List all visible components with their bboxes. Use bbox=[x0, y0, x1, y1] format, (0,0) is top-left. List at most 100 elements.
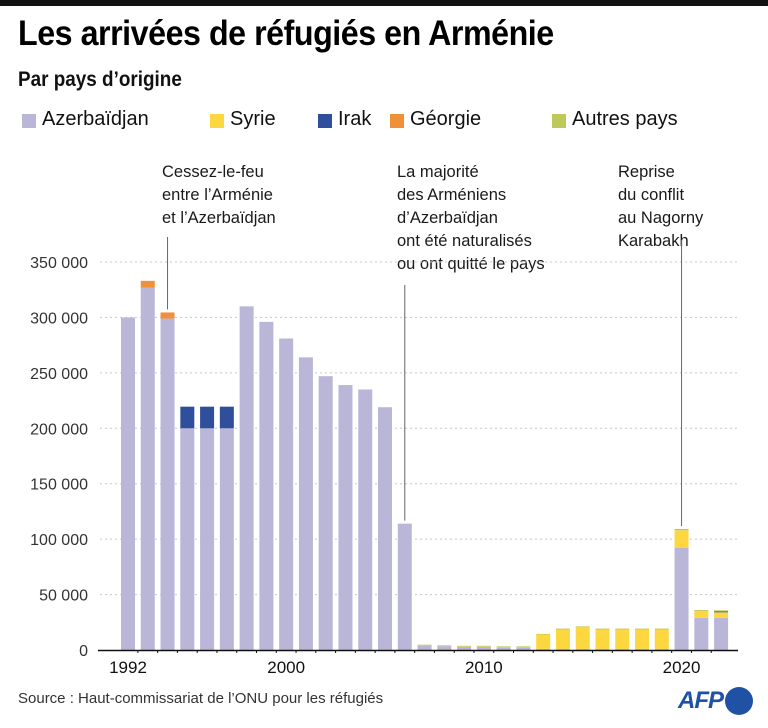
legend-swatch-azerbaidjan bbox=[22, 114, 36, 128]
afp-logo: AFP bbox=[678, 687, 753, 715]
bar-segment-azerba-djan bbox=[239, 306, 254, 650]
bar-segment-azerba-djan bbox=[595, 648, 610, 650]
x-axis-labels: 1992 2000 2010 2020 bbox=[109, 658, 700, 677]
y-tick-label: 200 000 bbox=[30, 421, 88, 438]
bar-segment-irak bbox=[200, 406, 215, 429]
annotation-naturalises: La majorité des Arméniens d’Azerbaïdjan … bbox=[397, 161, 545, 276]
bar-segment-azerba-djan bbox=[180, 428, 195, 650]
afp-logo-dot-icon bbox=[725, 687, 753, 715]
legend-label: Syrie bbox=[230, 108, 276, 130]
legend-swatch-irak bbox=[318, 114, 332, 128]
bar-segment-autres-pays bbox=[476, 645, 491, 647]
bars bbox=[121, 280, 729, 650]
bar-segment-azerba-djan bbox=[457, 646, 472, 650]
y-axis-labels: 0 50 000 100 000 150 000 200 000 250 000 300 0… bbox=[30, 255, 88, 660]
bar-segment-syrie bbox=[476, 646, 491, 647]
annotation-leaders bbox=[167, 237, 683, 526]
bar-segment-azerba-djan bbox=[714, 617, 729, 650]
bar-segment-syrie bbox=[417, 645, 432, 646]
bar-segment-azerba-djan bbox=[160, 318, 175, 650]
bar-segment-azerba-djan bbox=[219, 428, 234, 650]
annotation-line: d’Azerbaïdjan bbox=[397, 209, 498, 227]
annotation-line: au Nagorny bbox=[618, 209, 704, 227]
annotation-line: Karabakh bbox=[618, 232, 689, 250]
source-note: Source : Haut-commissariat de l’ONU pour… bbox=[18, 690, 384, 707]
bar-segment-azerba-djan bbox=[536, 648, 551, 650]
bar-segment-syrie bbox=[536, 634, 551, 649]
bar-segment-autres-pays bbox=[674, 528, 689, 531]
bar-segment-autres-pays bbox=[516, 646, 531, 647]
bar-segment-azerba-djan bbox=[378, 407, 393, 650]
bar-segment-syrie bbox=[615, 629, 630, 649]
bar-segment-syrie bbox=[714, 612, 729, 618]
bar-segment-syrie bbox=[516, 646, 531, 648]
bar-segment-azerba-djan bbox=[417, 645, 432, 650]
legend-item-autres-pays: Autres pays bbox=[552, 108, 678, 131]
y-tick-label: 50 000 bbox=[39, 588, 88, 605]
annotation-reprise-conflit: Reprise du conflit au Nagorny Karabakh bbox=[618, 161, 703, 253]
bar-segment-azerba-djan bbox=[259, 321, 274, 650]
bar-segment-syrie bbox=[674, 530, 689, 549]
annotation-line: La majorité bbox=[397, 163, 479, 181]
legend: Azerbaïdjan Syrie Irak Géorgie Autres pa… bbox=[22, 108, 762, 134]
legend-label: Azerbaïdjan bbox=[42, 108, 149, 130]
bar-segment-azerba-djan bbox=[200, 428, 215, 650]
top-rule bbox=[0, 0, 768, 6]
bar-segment-azerba-djan bbox=[516, 647, 531, 650]
bar-segment-azerba-djan bbox=[358, 389, 373, 650]
legend-item-irak: Irak bbox=[318, 108, 371, 131]
y-tick-label: 0 bbox=[79, 643, 88, 660]
bar-segment-autres-pays bbox=[555, 628, 570, 630]
bar-segment-autres-pays bbox=[654, 628, 669, 630]
bar-segment-syrie bbox=[555, 629, 570, 649]
legend-swatch-syrie bbox=[210, 114, 224, 128]
chart-title: Les arrivées de réfugiés en Arménie bbox=[18, 14, 554, 53]
annotation-line: des Arméniens bbox=[397, 186, 507, 204]
y-tick-label: 150 000 bbox=[30, 477, 88, 494]
annotation-line: Reprise bbox=[618, 163, 675, 181]
bar-segment-autres-pays bbox=[536, 633, 551, 635]
legend-label: Autres pays bbox=[572, 108, 678, 130]
bar-segment-azerba-djan bbox=[654, 648, 669, 650]
annotation-line: ou ont quitté le pays bbox=[397, 255, 545, 273]
y-tick-label: 250 000 bbox=[30, 366, 88, 383]
bar-segment-irak bbox=[714, 611, 729, 613]
bar-segment-autres-pays bbox=[496, 646, 511, 647]
bar-segment-autres-pays bbox=[595, 628, 610, 630]
bar-segment-azerba-djan bbox=[694, 617, 709, 650]
bar-segment-syrie bbox=[635, 629, 650, 649]
legend-item-georgie: Géorgie bbox=[390, 108, 481, 131]
x-tick-label: 2020 bbox=[663, 658, 701, 677]
bar-segment-azerba-djan bbox=[674, 548, 689, 650]
bar-segment-syrie bbox=[496, 646, 511, 648]
bar-segment-syrie bbox=[595, 629, 610, 649]
bar-segment-autres-pays bbox=[417, 644, 432, 646]
bar-segment-azerba-djan bbox=[615, 648, 630, 650]
bar-segment-azerba-djan bbox=[555, 648, 570, 650]
x-tick-label: 2000 bbox=[267, 658, 305, 677]
annotation-cessez-le-feu: Cessez-le-feu entre l’Arménie et l’Azerb… bbox=[162, 161, 276, 230]
bar-segment-g-orgie bbox=[140, 280, 155, 288]
bar-segment-azerba-djan bbox=[140, 287, 155, 650]
bar-segment-azerba-djan bbox=[635, 648, 650, 650]
bar-segment-azerba-djan bbox=[397, 523, 412, 650]
x-tick-label: 2010 bbox=[465, 658, 503, 677]
bar-segment-autres-pays bbox=[694, 610, 709, 612]
bar-segment-azerba-djan bbox=[496, 647, 511, 650]
annotation-line: entre l’Arménie bbox=[162, 186, 273, 204]
y-tick-label: 350 000 bbox=[30, 255, 88, 272]
bar-segment-autres-pays bbox=[575, 626, 590, 628]
bar-segment-irak bbox=[180, 406, 195, 429]
bar-segment-azerba-djan bbox=[338, 385, 353, 650]
bar-segment-syrie bbox=[575, 627, 590, 649]
bar-segment-irak bbox=[219, 406, 234, 429]
chart-subtitle: Par pays d’origine bbox=[18, 68, 182, 91]
bar-segment-autres-pays bbox=[437, 645, 452, 646]
bar-segment-azerba-djan bbox=[298, 357, 313, 650]
legend-label: Géorgie bbox=[410, 108, 482, 130]
legend-label: Irak bbox=[338, 108, 372, 130]
bar-segment-g-orgie bbox=[160, 312, 175, 319]
bar-segment-azerba-djan bbox=[575, 648, 590, 650]
legend-swatch-georgie bbox=[390, 114, 404, 128]
